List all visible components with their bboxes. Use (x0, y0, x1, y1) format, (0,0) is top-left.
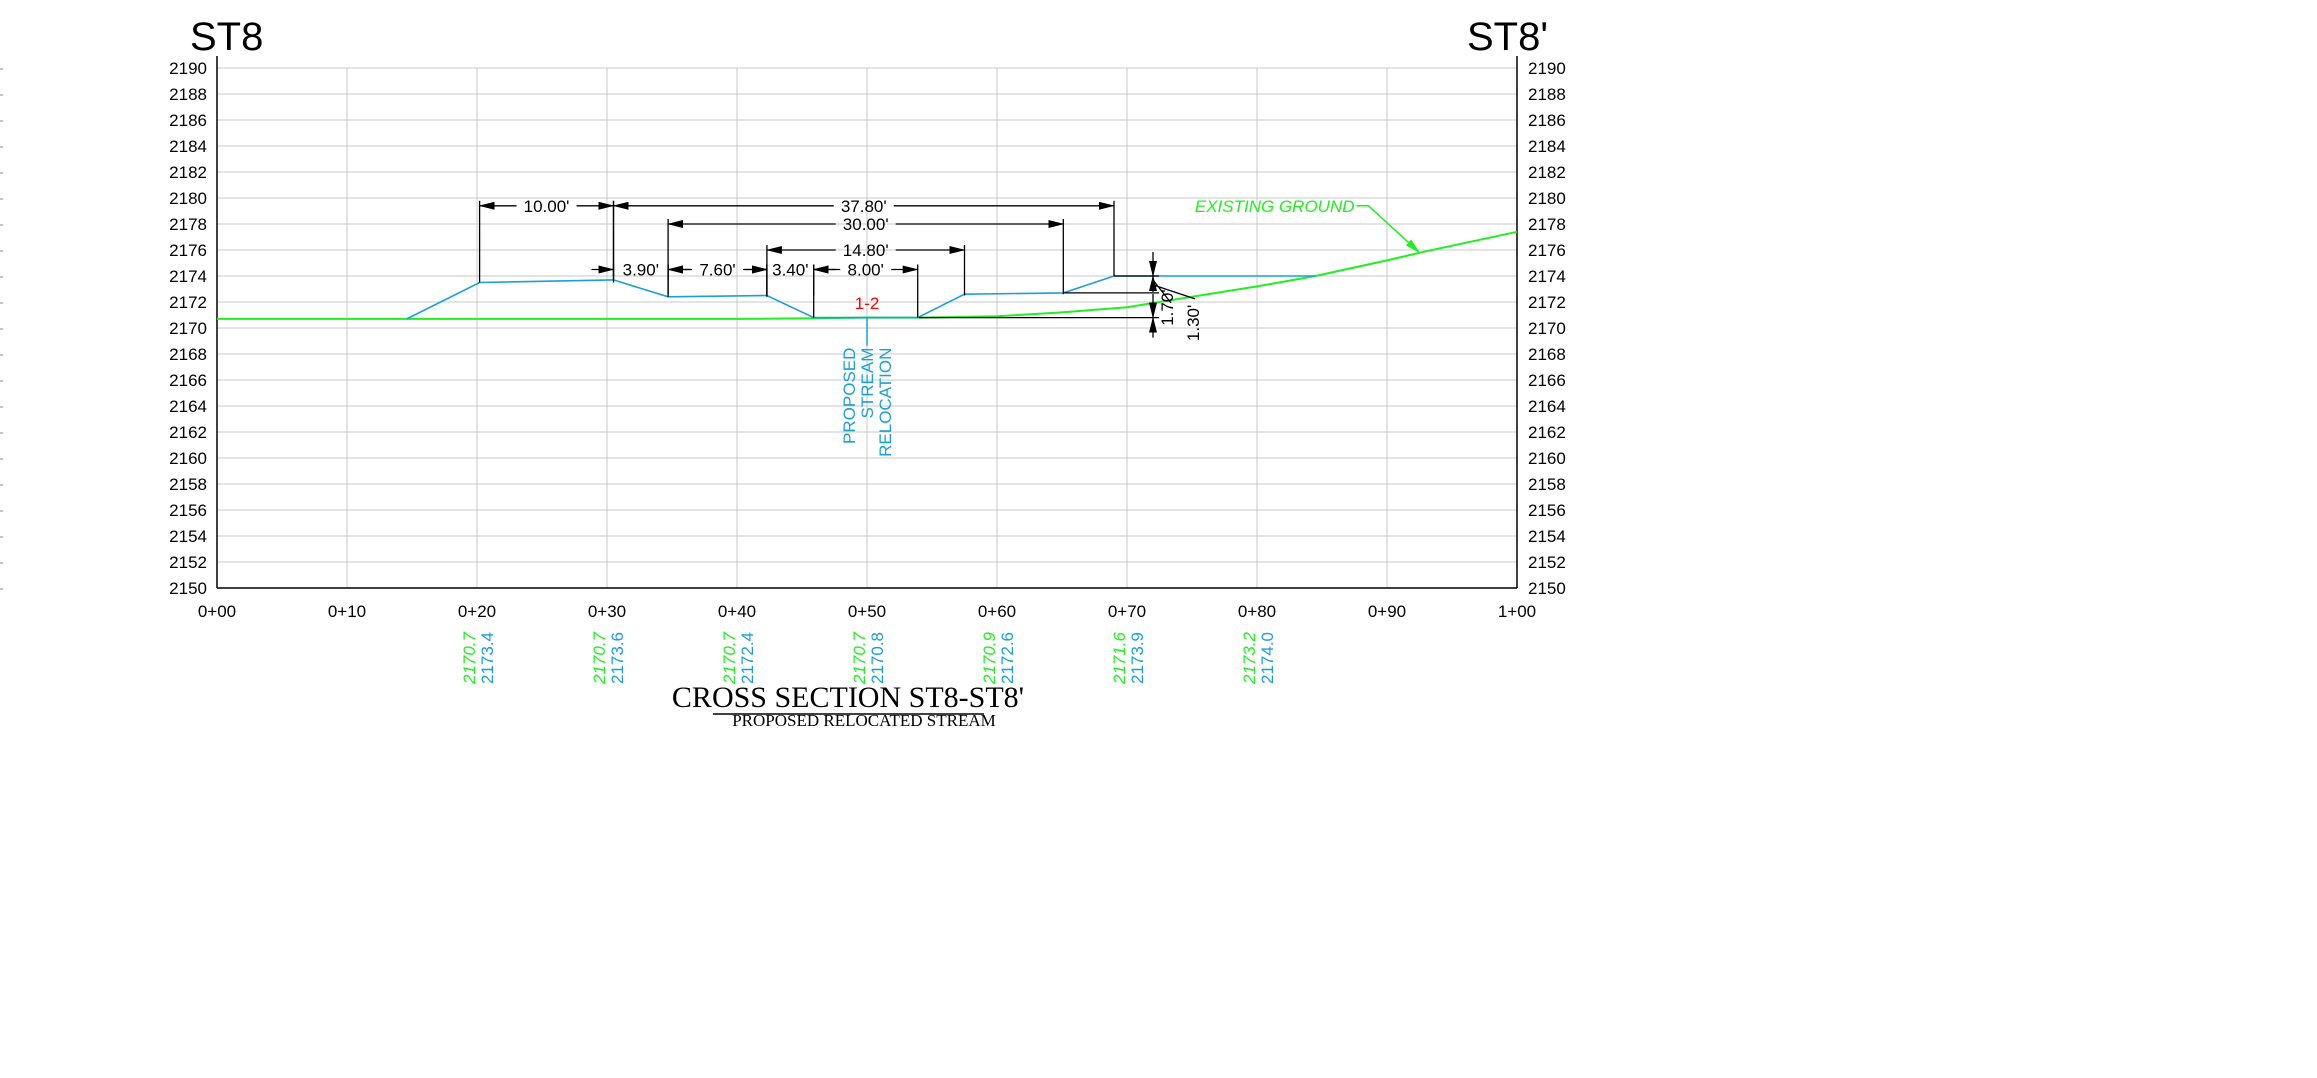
y-tick-label-left: 2190 (169, 59, 207, 78)
y-tick-label-right: 2186 (1528, 111, 1566, 130)
x-tick-label: 0+30 (588, 602, 626, 621)
y-tick-label-left: 2160 (169, 449, 207, 468)
y-tick-label-right: 2172 (1528, 293, 1566, 312)
proposed-elevation-label: 2173.9 (1128, 632, 1147, 684)
existing-elevation-label: 2170.7 (460, 631, 479, 685)
y-tick-label-left: 2156 (169, 501, 207, 520)
existing-elevation-label: 2173.2 (1240, 631, 1259, 685)
dimension-label: 3.40' (772, 261, 808, 280)
y-tick-label-left: 2172 (169, 293, 207, 312)
stream-relocation-label: RELOCATION (876, 348, 895, 457)
x-tick-label: 0+40 (718, 602, 756, 621)
proposed-elevation-label: 2170.8 (868, 632, 887, 684)
y-tick-label-right: 2184 (1528, 137, 1566, 156)
y-tick-label-left: 2152 (169, 553, 207, 572)
x-tick-label: 0+90 (1368, 602, 1406, 621)
existing-elevation-label: 2171.6 (1110, 631, 1129, 685)
y-tick-label-right: 2180 (1528, 189, 1566, 208)
dimension-label: 7.60' (699, 261, 735, 280)
y-tick-label-left: 2180 (169, 189, 207, 208)
y-tick-label-left: 2184 (169, 137, 207, 156)
x-tick-label: 0+80 (1238, 602, 1276, 621)
y-tick-label-right: 2188 (1528, 85, 1566, 104)
y-tick-label-right: 2154 (1528, 527, 1566, 546)
existing-ground-leader (1356, 205, 1421, 254)
existing-elevation-label: 2170.7 (590, 631, 609, 685)
y-tick-label-right: 2182 (1528, 163, 1566, 182)
y-tick-label-right: 2162 (1528, 423, 1566, 442)
dimension-label: 3.90' (623, 261, 659, 280)
proposed-elevation-label: 2172.4 (738, 632, 757, 684)
y-tick-label-left: 2162 (169, 423, 207, 442)
dimension-label: 1.70' (1158, 289, 1177, 325)
section-right-label: ST8' (1467, 15, 1548, 59)
section-left-label: ST8 (190, 15, 263, 59)
dimension-label: 30.00' (843, 215, 889, 234)
y-tick-label-right: 2150 (1528, 579, 1566, 598)
y-tick-label-right: 2170 (1528, 319, 1566, 338)
y-tick-label-left: 2158 (169, 475, 207, 494)
y-tick-label-right: 2164 (1528, 397, 1566, 416)
y-tick-label-left: 2174 (169, 267, 207, 286)
elevation-labels: 2170.7 2173.4 2170.7 2173.6 2170.7 2172.4 2170… (460, 631, 1277, 685)
dimension-label: 14.80' (843, 241, 889, 260)
y-tick-label-left: 2182 (169, 163, 207, 182)
proposed-elevation-label: 2174.0 (1258, 632, 1277, 684)
y-tick-label-left: 2170 (169, 319, 207, 338)
x-tick-label: 0+00 (198, 602, 236, 621)
y-tick-label-left: 2164 (169, 397, 207, 416)
y-tick-label-left: 2178 (169, 215, 207, 234)
y-tick-label-right: 2160 (1528, 449, 1566, 468)
y-tick-label-right: 2166 (1528, 371, 1566, 390)
x-tick-label: 0+50 (848, 602, 886, 621)
y-tick-label-left: 2166 (169, 371, 207, 390)
y-tick-label-left: 2154 (169, 527, 207, 546)
dimension-leader (1152, 279, 1172, 304)
proposed-elevation-label: 2173.4 (478, 632, 497, 684)
existing-elevation-label: 2170.9 (980, 631, 999, 685)
dimension-label: 1.30' (1184, 305, 1203, 341)
grid (216, 67, 1518, 589)
y-tick-label-right: 2178 (1528, 215, 1566, 234)
y-tick-label-left: 2186 (169, 111, 207, 130)
y-tick-label-right: 2156 (1528, 501, 1566, 520)
x-tick-label: 0+70 (1108, 602, 1146, 621)
x-tick-label: 0+60 (978, 602, 1016, 621)
proposed-elevation-label: 2173.6 (608, 632, 627, 684)
drawing-title: CROSS SECTION ST8-ST8' (672, 681, 1024, 714)
y-tick-label-right: 2152 (1528, 553, 1566, 572)
drawing-subtitle: PROPOSED RELOCATED STREAM (732, 711, 996, 730)
y-tick-label-right: 2158 (1528, 475, 1566, 494)
dimensions: 10.00' 37.80'30.00' 14.80' 7.60' 8.00' 3.90' 3… (478, 197, 1203, 341)
x-tick-label: 0+20 (458, 602, 496, 621)
proposed-elevation-label: 2172.6 (998, 632, 1017, 684)
annotations: 1-2 EXISTING GROUND PROPOSED STREAM RELOCATI… (840, 197, 1421, 457)
y-tick-label-left: 2168 (169, 345, 207, 364)
slope-label: 1-2 (855, 294, 880, 313)
dimension-label: 37.80' (841, 197, 887, 216)
axes: 2150 2150 2152 2152 2154 2154 2156 2156 2158 2158… (0, 56, 1566, 621)
existing-elevation-label: 2170.7 (720, 631, 739, 685)
existing-ground-label: EXISTING GROUND (1195, 197, 1355, 216)
x-tick-label: 1+00 (1498, 602, 1536, 621)
dimension-label: 10.00' (524, 197, 570, 216)
y-tick-label-right: 2190 (1528, 59, 1566, 78)
y-tick-label-right: 2168 (1528, 345, 1566, 364)
existing-elevation-label: 2170.7 (850, 631, 869, 685)
y-tick-label-left: 2188 (169, 85, 207, 104)
stream-relocation-label: STREAM (858, 348, 877, 419)
dimension-label: 8.00' (848, 261, 884, 280)
dimension-leader (1152, 284, 1196, 300)
y-tick-label-left: 2176 (169, 241, 207, 260)
y-tick-label-left: 2150 (169, 579, 207, 598)
stream-relocation-label: PROPOSED (840, 348, 859, 444)
y-tick-label-right: 2174 (1528, 267, 1566, 286)
y-tick-label-right: 2176 (1528, 241, 1566, 260)
x-tick-label: 0+10 (328, 602, 366, 621)
